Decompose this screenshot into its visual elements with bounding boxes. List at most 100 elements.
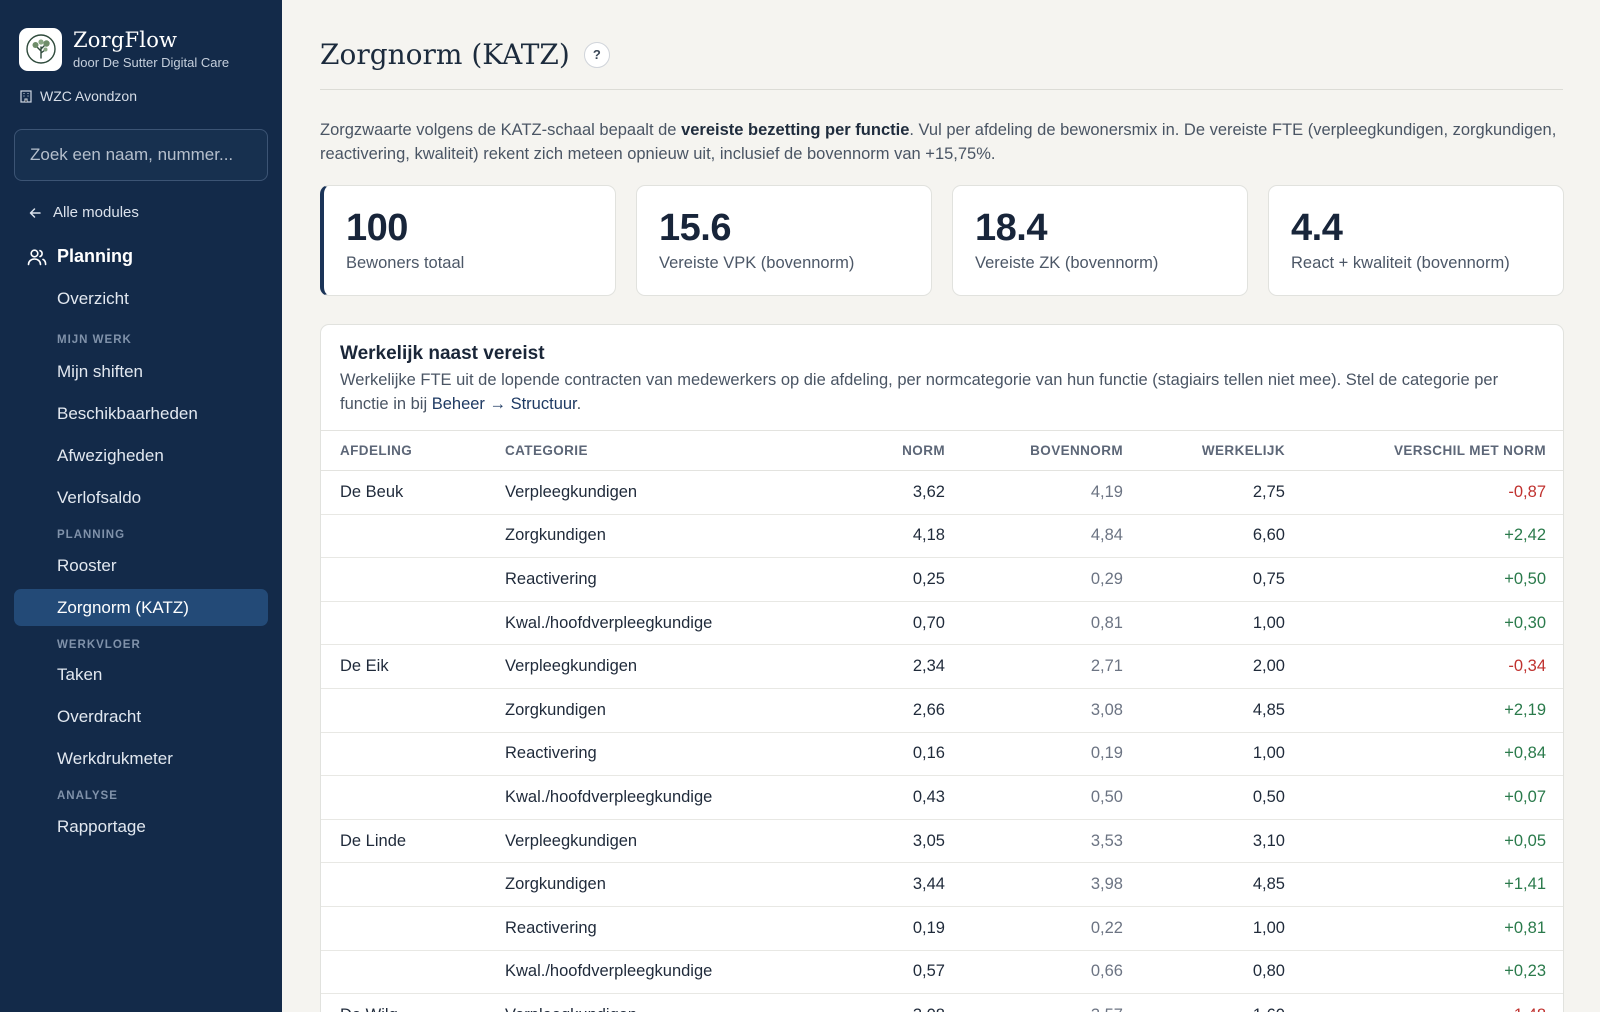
cell-werkelijk: 6,60 — [1252, 526, 1285, 545]
all-modules-link[interactable]: Alle modules — [28, 204, 139, 221]
panel-title: Werkelijk naast vereist — [340, 343, 545, 364]
cell-verschil: +0,23 — [1504, 962, 1546, 981]
stat-card-zk: 18.4 Vereiste ZK (bovennorm) — [952, 185, 1248, 296]
cell-norm: 2,34 — [912, 657, 945, 676]
stats-cards: 100 Bewoners totaal 15.6 Vereiste VPK (b… — [320, 185, 1564, 296]
col-bovennorm[interactable]: BOVENNORM — [1030, 443, 1123, 458]
sidebar-item-overzicht[interactable]: Overzicht — [57, 289, 129, 308]
cell-norm: 3,08 — [835, 994, 945, 1012]
cell-bovennorm: 3,08 — [1090, 700, 1123, 719]
table-row: Reactivering 0,16 0,19 1,00 +0,84 — [321, 732, 1563, 776]
table-header-row: AFDELING CATEGORIE NORM BOVENNORM WERKEL… — [321, 430, 1563, 471]
cell-werkelijk: 4,85 — [1252, 875, 1285, 894]
cell-bovennorm: 3,98 — [1090, 875, 1123, 894]
cell-afdeling: De Eik — [340, 657, 389, 676]
col-werkelijk[interactable]: WERKELIJK — [1201, 443, 1285, 458]
sidebar-item-verlofsaldo[interactable]: Verlofsaldo — [57, 488, 142, 507]
stat-value: 18.4 — [975, 207, 1047, 249]
all-modules-label: Alle modules — [53, 204, 139, 221]
cell-werkelijk: 3,10 — [1252, 831, 1285, 850]
cell-werkelijk: 1,00 — [1252, 613, 1285, 632]
cell-categorie: Zorgkundigen — [505, 526, 606, 545]
cell-werkelijk: 2,75 — [1252, 482, 1285, 501]
cell-werkelijk: 1,60 — [1123, 994, 1285, 1012]
stat-card-vpk: 15.6 Vereiste VPK (bovennorm) — [636, 185, 932, 296]
panel-desc-end: . — [576, 395, 582, 413]
cell-afdeling: De Beuk — [340, 482, 404, 501]
sidebar-item-werkdrukmeter[interactable]: Werkdrukmeter — [57, 749, 173, 768]
section-mijn-werk: MIJN WERK — [57, 334, 132, 346]
arrow-left-icon — [29, 207, 41, 218]
table-row: De Linde Verpleegkundigen 3,05 3,53 3,10 +0,0… — [321, 819, 1563, 863]
cell-categorie: Verpleegkundigen — [505, 994, 835, 1012]
cell-norm: 3,62 — [912, 482, 945, 501]
cell-categorie: Zorgkundigen — [505, 700, 606, 719]
col-afdeling[interactable]: AFDELING — [340, 443, 413, 458]
sidebar-item-zorgnorm[interactable]: Zorgnorm (KATZ) — [14, 589, 268, 626]
cell-categorie: Kwal./hoofdverpleegkundige — [505, 962, 713, 981]
cell-categorie: Verpleegkundigen — [505, 482, 638, 501]
panel-desc-text: Werkelijke FTE uit de lopende contracten… — [340, 371, 1499, 413]
cell-verschil: +0,30 — [1504, 613, 1546, 632]
cell-verschil: +0,07 — [1504, 787, 1546, 806]
sidebar-item-beschikbaarheden[interactable]: Beschikbaarheden — [57, 404, 198, 423]
table-row: Reactivering 0,25 0,29 0,75 +0,50 — [321, 558, 1563, 602]
cell-norm: 4,18 — [912, 526, 945, 545]
cell-verschil: +0,81 — [1504, 918, 1546, 937]
cell-verschil: +0,84 — [1504, 744, 1546, 763]
cell-bovennorm: 4,19 — [1090, 482, 1123, 501]
cell-afdeling — [321, 732, 505, 776]
cell-categorie: Kwal./hoofdverpleegkundige — [505, 613, 713, 632]
cell-verschil: +2,42 — [1504, 526, 1546, 545]
cell-afdeling — [321, 776, 505, 820]
module-title: Planning — [57, 246, 133, 266]
building-icon — [20, 90, 32, 103]
page-title: Zorgnorm (KATZ) — [320, 38, 570, 71]
organization-label[interactable]: WZC Avondzon — [19, 88, 137, 104]
sidebar-item-mijn-shiften[interactable]: Mijn shiften — [57, 362, 143, 381]
cell-verschil: +0,05 — [1504, 831, 1546, 850]
cell-afdeling — [321, 688, 505, 732]
brand[interactable]: ZorgFlow door De Sutter Digital Care — [19, 27, 229, 71]
sidebar-item-taken[interactable]: Taken — [57, 665, 103, 684]
cell-bovennorm: 0,22 — [1090, 918, 1123, 937]
col-verschil[interactable]: VERSCHIL MET NORM — [1393, 443, 1546, 458]
stat-label: Bewoners totaal — [346, 254, 465, 272]
col-categorie[interactable]: CATEGORIE — [505, 443, 588, 458]
cell-bovennorm: 2,71 — [1090, 657, 1123, 676]
module-planning[interactable]: Planning — [27, 246, 133, 267]
cell-bovennorm: 4,84 — [1090, 526, 1123, 545]
beheer-structuur-link[interactable]: Beheer → Structuur — [431, 395, 577, 413]
cell-bovennorm: 3,53 — [1090, 831, 1123, 850]
col-norm[interactable]: NORM — [902, 443, 945, 458]
cell-werkelijk: 0,75 — [1252, 569, 1285, 588]
cell-categorie: Reactivering — [505, 569, 597, 588]
cell-afdeling — [321, 863, 505, 907]
cell-norm: 0,19 — [912, 918, 945, 937]
intro-text: Zorgzwaarte volgens de KATZ-schaal bepaa… — [320, 121, 682, 139]
table-row: Kwal./hoofdverpleegkundige 0,70 0,81 1,00 +0… — [321, 601, 1563, 645]
intro-text-end: . Vul per afdeling de bewonersmix in. De… — [320, 121, 1557, 163]
cell-norm: 2,66 — [912, 700, 945, 719]
stat-card-bewoners: 100 Bewoners totaal — [320, 185, 616, 296]
stat-value: 100 — [346, 207, 408, 249]
cell-bovennorm: 0,19 — [1090, 744, 1123, 763]
search-input[interactable] — [14, 129, 268, 181]
sidebar-item-afwezigheden[interactable]: Afwezigheden — [57, 446, 164, 465]
cell-afdeling: De Linde — [340, 831, 407, 850]
cell-werkelijk: 1,00 — [1252, 744, 1285, 763]
help-button[interactable]: ? — [583, 41, 610, 68]
table-row: Zorgkundigen 3,44 3,98 4,85 +1,41 — [321, 863, 1563, 907]
sidebar-item-rapportage[interactable]: Rapportage — [57, 817, 146, 836]
sidebar-item-rooster[interactable]: Rooster — [57, 556, 117, 575]
table-row: De WilgVerpleegkundigen3,083,571,60-1,48 — [321, 994, 1563, 1012]
cell-norm: 3,05 — [912, 831, 945, 850]
panel-description: Werkelijke FTE uit de lopende contracten… — [340, 368, 1540, 416]
cell-afdeling: De Wilg — [321, 994, 505, 1012]
cell-categorie: Verpleegkundigen — [505, 831, 638, 850]
cell-afdeling — [321, 514, 505, 558]
cell-categorie: Zorgkundigen — [505, 875, 606, 894]
sidebar-item-overdracht[interactable]: Overdracht — [57, 707, 142, 726]
brand-name: ZorgFlow — [73, 28, 178, 52]
cell-bovennorm: 0,50 — [1090, 787, 1123, 806]
